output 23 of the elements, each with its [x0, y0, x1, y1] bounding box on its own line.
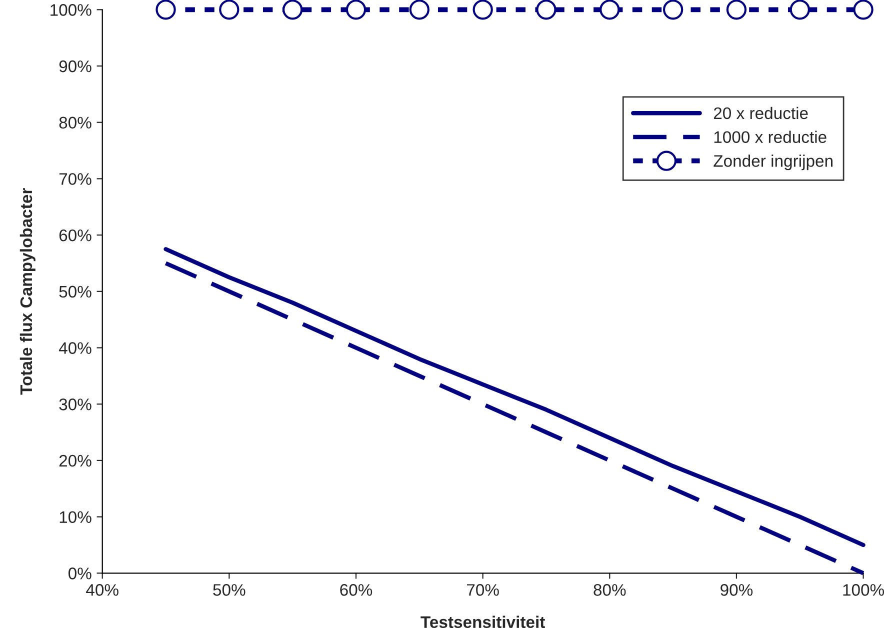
legend-label: 20 x reductie [714, 106, 808, 120]
x-tick-label: 90% [720, 584, 753, 596]
legend-label: Zonder ingrijpen [714, 154, 832, 170]
y-tick-label: 80% [59, 116, 92, 129]
x-axis-title: Testsensitiviteit [420, 616, 545, 628]
y-tick-label: 20% [59, 454, 92, 467]
y-tick-label: 50% [59, 286, 92, 298]
y-tick-label: 70% [59, 173, 92, 185]
x-tick-label: 80% [594, 584, 626, 596]
y-tick-label: 10% [60, 511, 92, 524]
x-tick-label: 100% [843, 584, 884, 596]
y-tick-label: 100% [50, 4, 92, 16]
y-axis-title: Totale flux Campylobacter [20, 188, 36, 395]
y-tick-label: 30% [59, 398, 92, 410]
y-tick-label: 40% [58, 342, 92, 354]
y-tick-label: 0% [68, 568, 92, 580]
x-tick-label: 40% [86, 584, 118, 596]
y-tick-label: 60% [59, 229, 92, 242]
legend-label: 1000 x reductie [714, 130, 826, 143]
x-tick-label: 70% [467, 584, 499, 596]
x-tick-label: 50% [213, 584, 246, 596]
x-tick-label: 60% [340, 584, 372, 596]
y-tick-label: 90% [59, 60, 92, 72]
